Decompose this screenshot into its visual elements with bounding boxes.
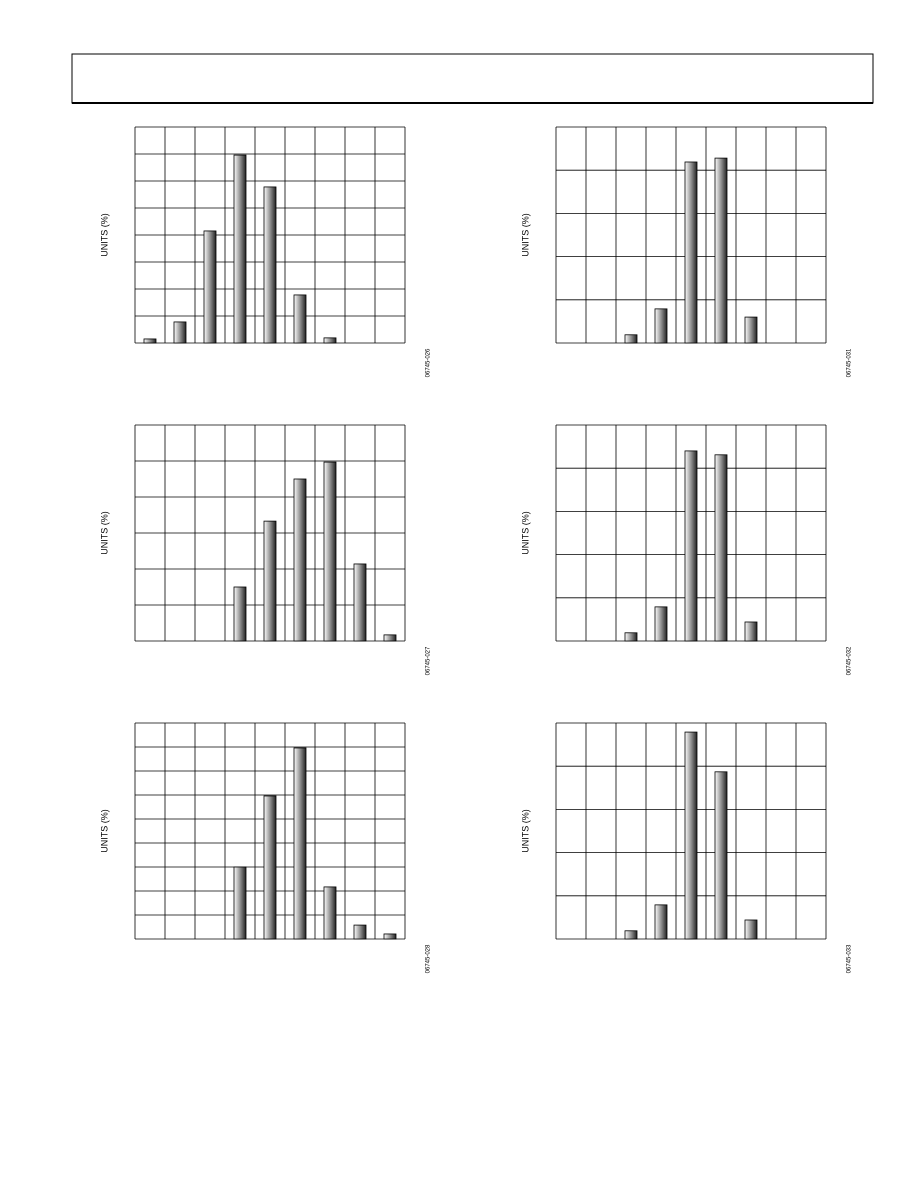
figure-id: 06745-033 [847,944,853,973]
y-axis-label: UNITS (%) [99,809,109,853]
bar [624,930,638,940]
bar [383,634,397,642]
y-axis-label: UNITS (%) [99,511,109,555]
bar [624,334,638,344]
bar [654,308,668,344]
bar [323,337,337,344]
y-axis-label: UNITS (%) [520,809,530,853]
figure-id: 06745-027 [426,646,432,675]
header-box [71,53,874,104]
figure-id: 06745-028 [426,944,432,973]
figure-id: 06745-026 [426,348,432,377]
bar [293,478,307,642]
bar [263,186,277,344]
bar [323,461,337,642]
bar [233,586,247,642]
y-axis-label: UNITS (%) [520,213,530,257]
bar [684,161,698,344]
bar [684,450,698,642]
bar [203,230,217,344]
figure-id: 06745-032 [847,646,853,675]
bar [173,321,187,344]
bar [744,621,758,642]
bar [293,294,307,344]
bar [714,454,728,642]
bar [714,157,728,344]
bar [383,933,397,940]
bar [233,154,247,344]
bar [263,520,277,642]
bar [684,731,698,940]
bar [323,886,337,940]
bar [654,904,668,940]
y-axis-label: UNITS (%) [99,213,109,257]
y-axis-label: UNITS (%) [520,511,530,555]
bar [714,771,728,940]
figure-id: 06745-031 [847,348,853,377]
bar [624,632,638,642]
bar [353,563,367,642]
bar [744,316,758,344]
bar [293,747,307,940]
bar [744,919,758,940]
bar [233,866,247,940]
bar [263,795,277,940]
bar [353,924,367,940]
bar [143,338,157,344]
bar [654,606,668,642]
